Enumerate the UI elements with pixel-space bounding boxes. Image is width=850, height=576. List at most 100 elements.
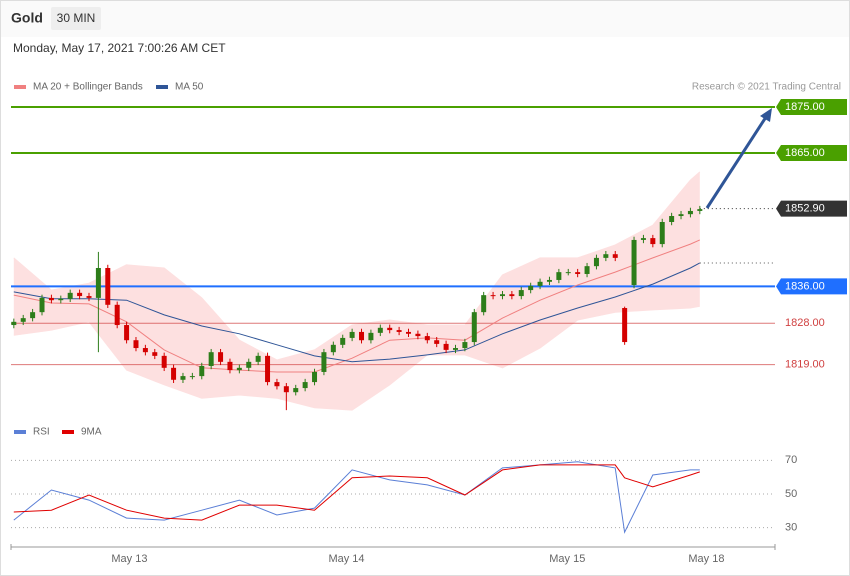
candle-body: [575, 272, 581, 274]
level-label: 1819.00: [785, 359, 825, 371]
level-label: 1852.90: [785, 203, 825, 215]
level-label: 1836.00: [785, 280, 825, 292]
legend-swatch: [14, 430, 26, 434]
bollinger-fill: [13, 171, 700, 411]
level-label: 1875.00: [785, 101, 825, 113]
arrow-head: [760, 108, 772, 122]
candle-body: [612, 254, 618, 258]
level-tag: [776, 99, 847, 115]
candle-body: [246, 361, 252, 368]
candle-body: [11, 321, 17, 326]
source: Research © 2021 Trading Central: [692, 82, 841, 93]
legend-label: 9MA: [81, 427, 102, 438]
candle-body: [340, 337, 346, 345]
candle-body: [593, 257, 599, 267]
candle-body: [518, 290, 524, 297]
candle-body: [321, 352, 327, 372]
candle-body: [58, 298, 64, 301]
candle-body: [171, 367, 177, 380]
candle-body: [274, 382, 280, 387]
candle-body: [20, 318, 26, 322]
candle-body: [622, 308, 628, 343]
candle-body: [161, 355, 167, 368]
candle-body: [236, 367, 242, 371]
candle-body: [462, 342, 468, 349]
candle-body: [283, 386, 289, 393]
y-tick-label: 30: [785, 522, 797, 534]
candle-body: [584, 266, 590, 274]
candle-body: [86, 296, 92, 298]
series-line: [13, 461, 700, 534]
series-line: [13, 464, 700, 521]
candle-body: [387, 327, 393, 331]
y-tick-label: 50: [785, 488, 797, 500]
candle-body: [265, 355, 271, 383]
candle-body: [565, 272, 571, 274]
level-tag: [776, 200, 847, 217]
x-tick-label: May 14: [328, 553, 364, 565]
interval-box: [51, 7, 101, 30]
candle-body: [537, 281, 543, 286]
bollinger-upper: [13, 171, 701, 361]
x-tick-label: May 15: [549, 553, 585, 565]
level-label: 1865.00: [785, 147, 825, 159]
candle-body: [77, 292, 83, 297]
candle-body: [142, 348, 148, 353]
legend-swatch: [156, 85, 168, 89]
legend-swatch: [14, 85, 26, 89]
candle-body: [218, 352, 224, 362]
bollinger-lower: [13, 305, 700, 411]
candle-body: [199, 365, 205, 377]
forecast-arrow: [705, 116, 768, 209]
x-tick-label: May 18: [688, 553, 724, 565]
candle-body: [697, 209, 703, 211]
legend-label: MA 50: [175, 82, 204, 93]
candle-body: [678, 214, 684, 217]
candle-body: [528, 285, 534, 291]
header-bar: [1, 1, 849, 37]
candle-body: [443, 343, 449, 350]
candle-body: [227, 361, 233, 371]
candle-body: [39, 297, 45, 313]
candle-body: [499, 294, 505, 297]
candle-body: [415, 333, 421, 337]
candle-body: [255, 355, 261, 362]
ma-line: [13, 239, 701, 373]
candle-body: [359, 331, 365, 341]
symbol: Gold: [11, 10, 43, 26]
legend-swatch: [62, 430, 74, 434]
candle-body: [105, 268, 111, 305]
candle-body: [631, 239, 637, 286]
candle-body: [603, 254, 609, 258]
candle-body: [434, 340, 440, 344]
candle-body: [124, 325, 130, 341]
candle-body: [687, 210, 693, 215]
candle-body: [330, 344, 336, 353]
candle-body: [312, 371, 318, 383]
timestamp: Monday, May 17, 2021 7:00:26 AM CET: [13, 41, 226, 55]
candle-body: [30, 312, 36, 319]
level-tag: [776, 278, 847, 295]
candle-body: [659, 222, 665, 245]
candle-body: [650, 238, 656, 245]
candle-body: [302, 382, 308, 389]
legend-label: MA 20 + Bollinger Bands: [33, 82, 143, 93]
candle-body: [189, 376, 195, 378]
legend-label: RSI: [33, 427, 50, 438]
candle-body: [368, 332, 374, 341]
candle-body: [180, 376, 186, 380]
candle-body: [208, 352, 214, 366]
candle-body: [640, 238, 646, 240]
candle-body: [509, 294, 515, 297]
candle-body: [95, 268, 101, 298]
candle-body: [546, 279, 552, 282]
plot: MA 20 + Bollinger Bands MA 50 1875.00 1865.…: [11, 82, 847, 565]
candle-body: [471, 312, 477, 343]
interval: 30 MIN: [57, 11, 96, 25]
candle-body: [349, 331, 355, 338]
y-tick-label: 70: [785, 454, 797, 466]
ma-line: [13, 262, 701, 363]
candle-body: [490, 295, 496, 297]
